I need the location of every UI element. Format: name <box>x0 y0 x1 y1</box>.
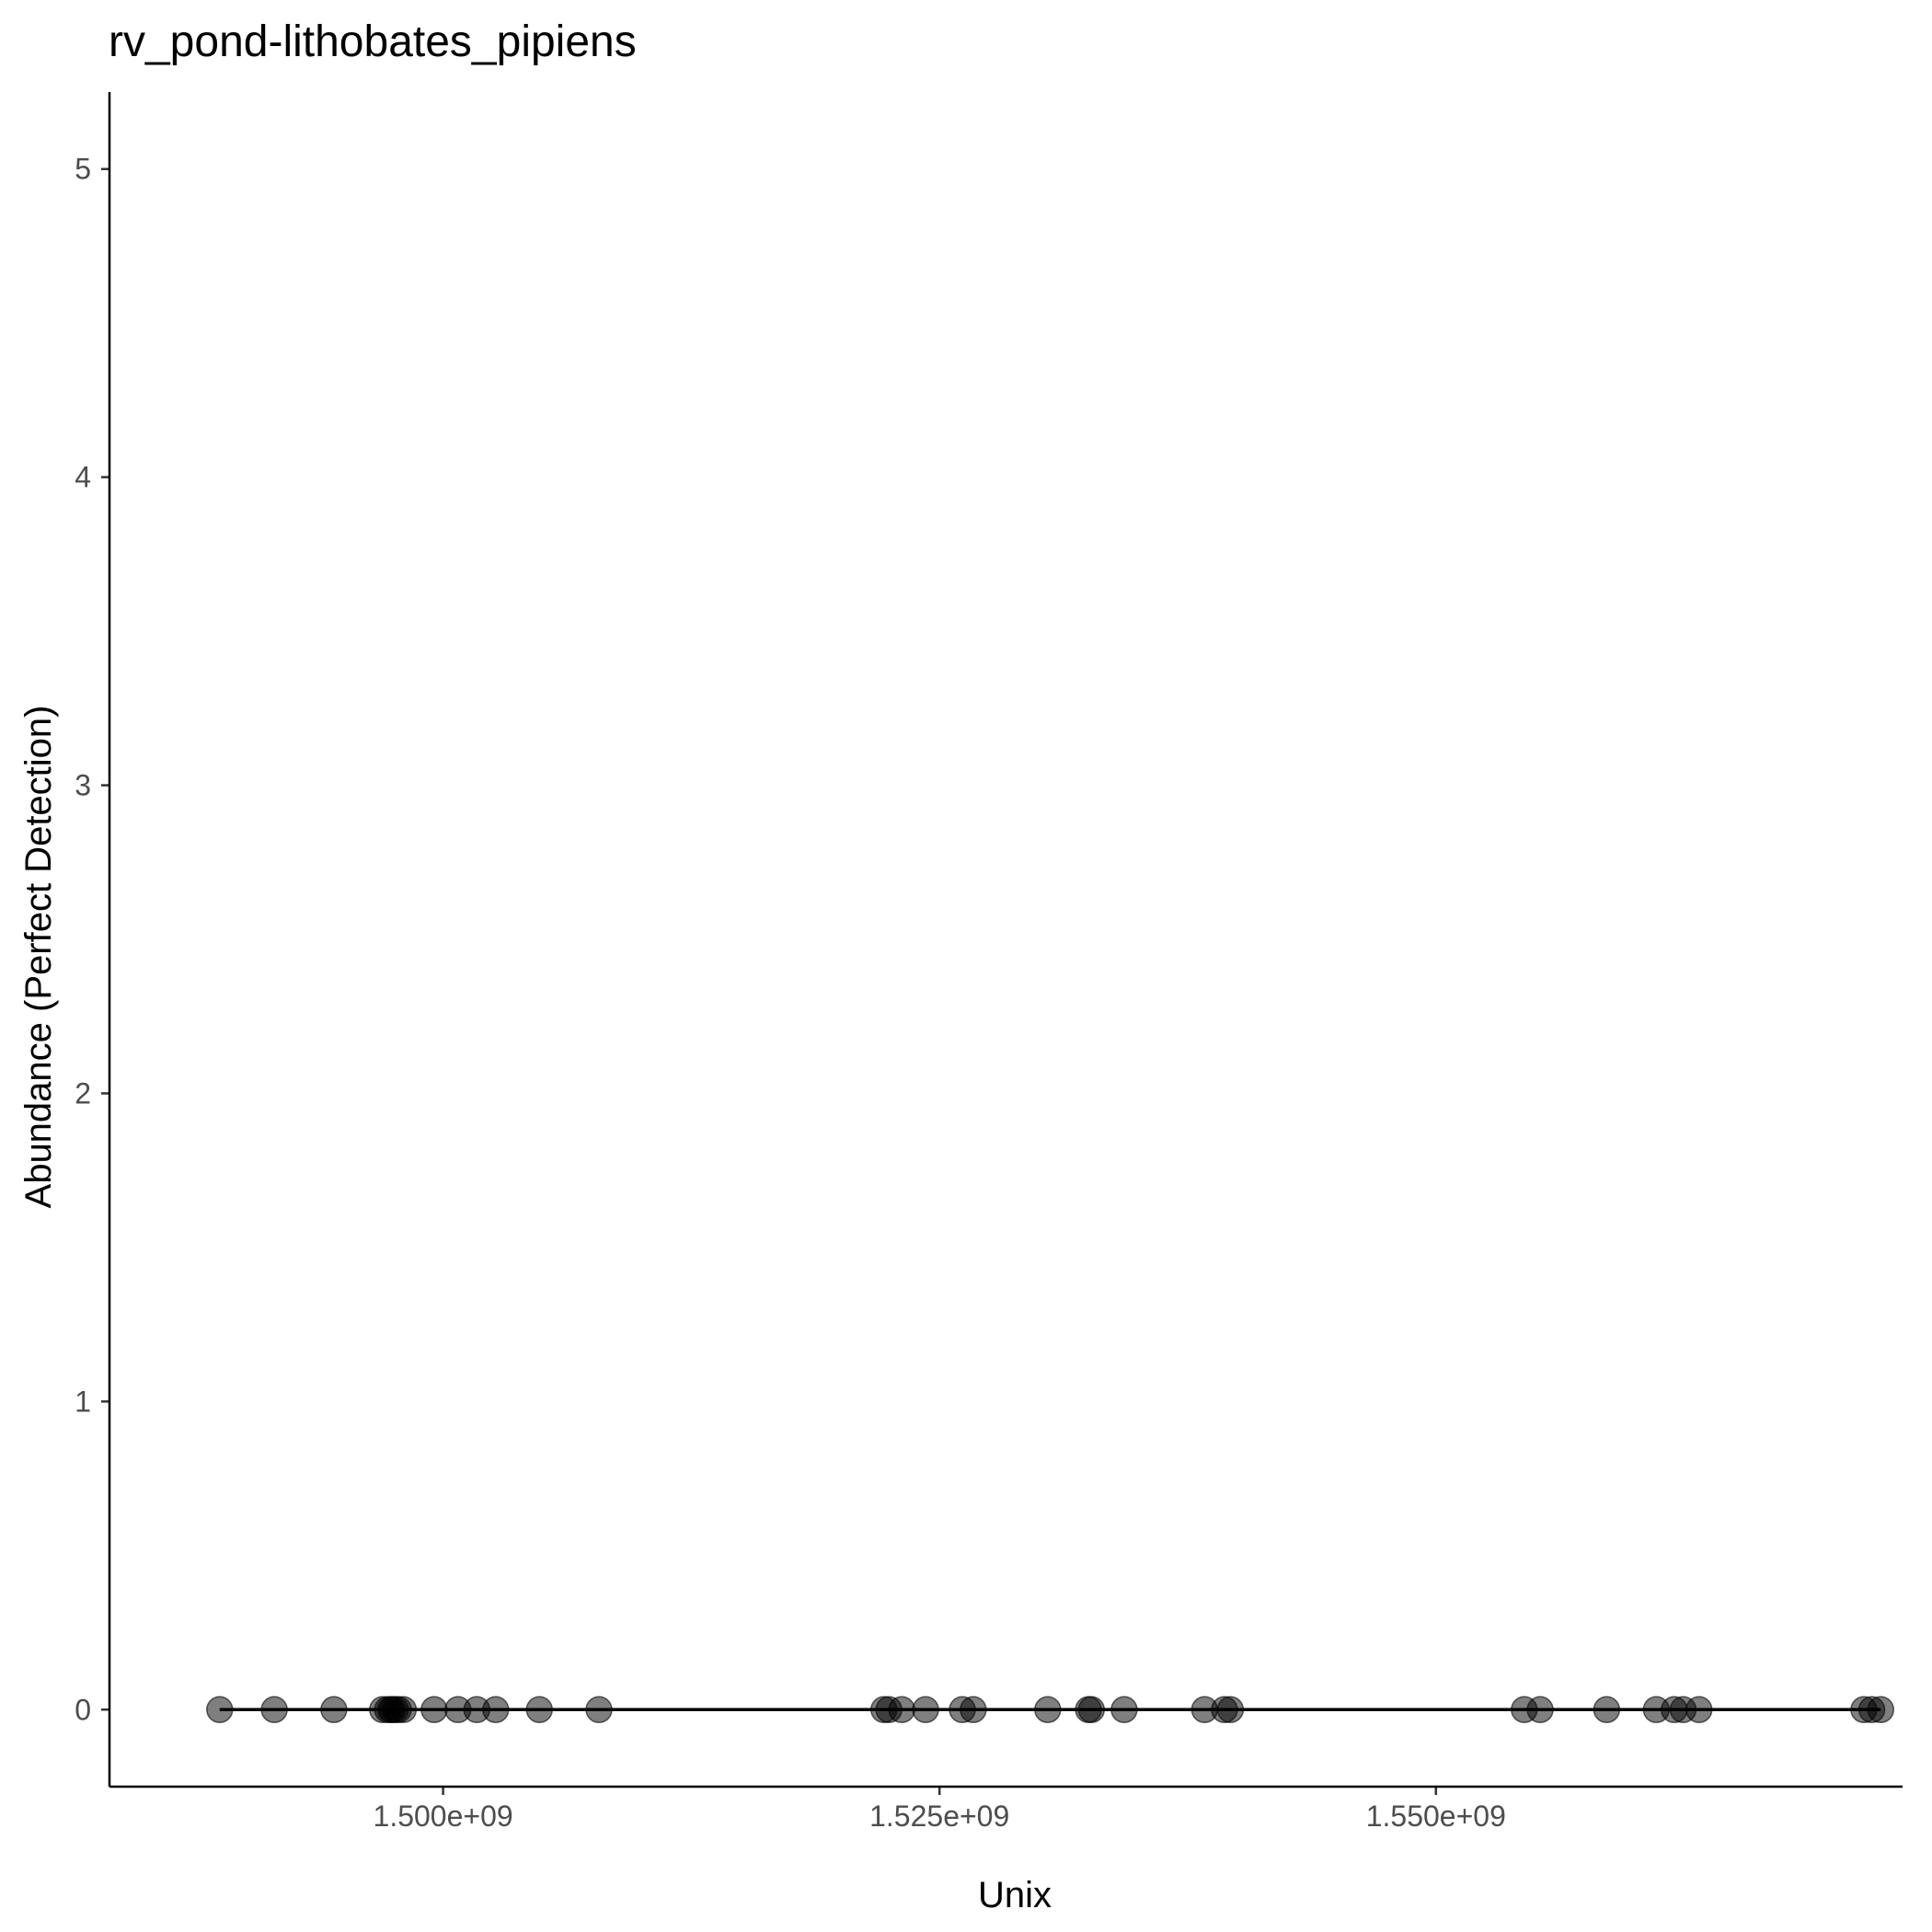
data-points <box>206 1696 1895 1724</box>
data-point <box>482 1696 510 1724</box>
data-point <box>1593 1696 1621 1724</box>
data-point <box>320 1696 348 1724</box>
x-tick-label: 1.525e+09 <box>869 1800 1009 1833</box>
data-point <box>525 1696 554 1724</box>
data-point <box>1685 1696 1713 1724</box>
y-tick-label: 4 <box>75 461 91 494</box>
x-axis-title: Unix <box>978 1875 1052 1915</box>
x-tick-label: 1.500e+09 <box>374 1800 513 1833</box>
data-point <box>960 1696 987 1724</box>
data-point <box>585 1696 613 1724</box>
data-point <box>888 1696 915 1724</box>
data-point <box>1526 1696 1554 1724</box>
y-tick-label: 0 <box>75 1693 91 1726</box>
data-point <box>206 1696 234 1724</box>
data-point <box>389 1696 418 1724</box>
x-axis-ticks: 1.500e+09 1.525e+09 1.550e+09 <box>374 1787 1506 1833</box>
y-tick-label: 2 <box>75 1076 91 1110</box>
chart-title: rv_pond-lithobates_pipiens <box>109 17 637 66</box>
y-tick-label: 5 <box>75 153 91 186</box>
data-point <box>1034 1696 1062 1724</box>
x-tick-label: 1.550e+09 <box>1366 1800 1506 1833</box>
data-point <box>1216 1696 1245 1724</box>
y-tick-label: 3 <box>75 769 91 802</box>
data-point <box>912 1696 939 1724</box>
data-point <box>1867 1696 1895 1724</box>
data-point <box>260 1696 288 1724</box>
data-point <box>1077 1696 1106 1724</box>
data-point <box>1110 1696 1138 1724</box>
y-axis-ticks: 0 1 2 3 4 5 <box>75 153 109 1726</box>
y-tick-label: 1 <box>75 1385 91 1418</box>
data-point <box>420 1696 448 1724</box>
y-axis-title: Abundance (Perfect Detection) <box>18 706 59 1209</box>
